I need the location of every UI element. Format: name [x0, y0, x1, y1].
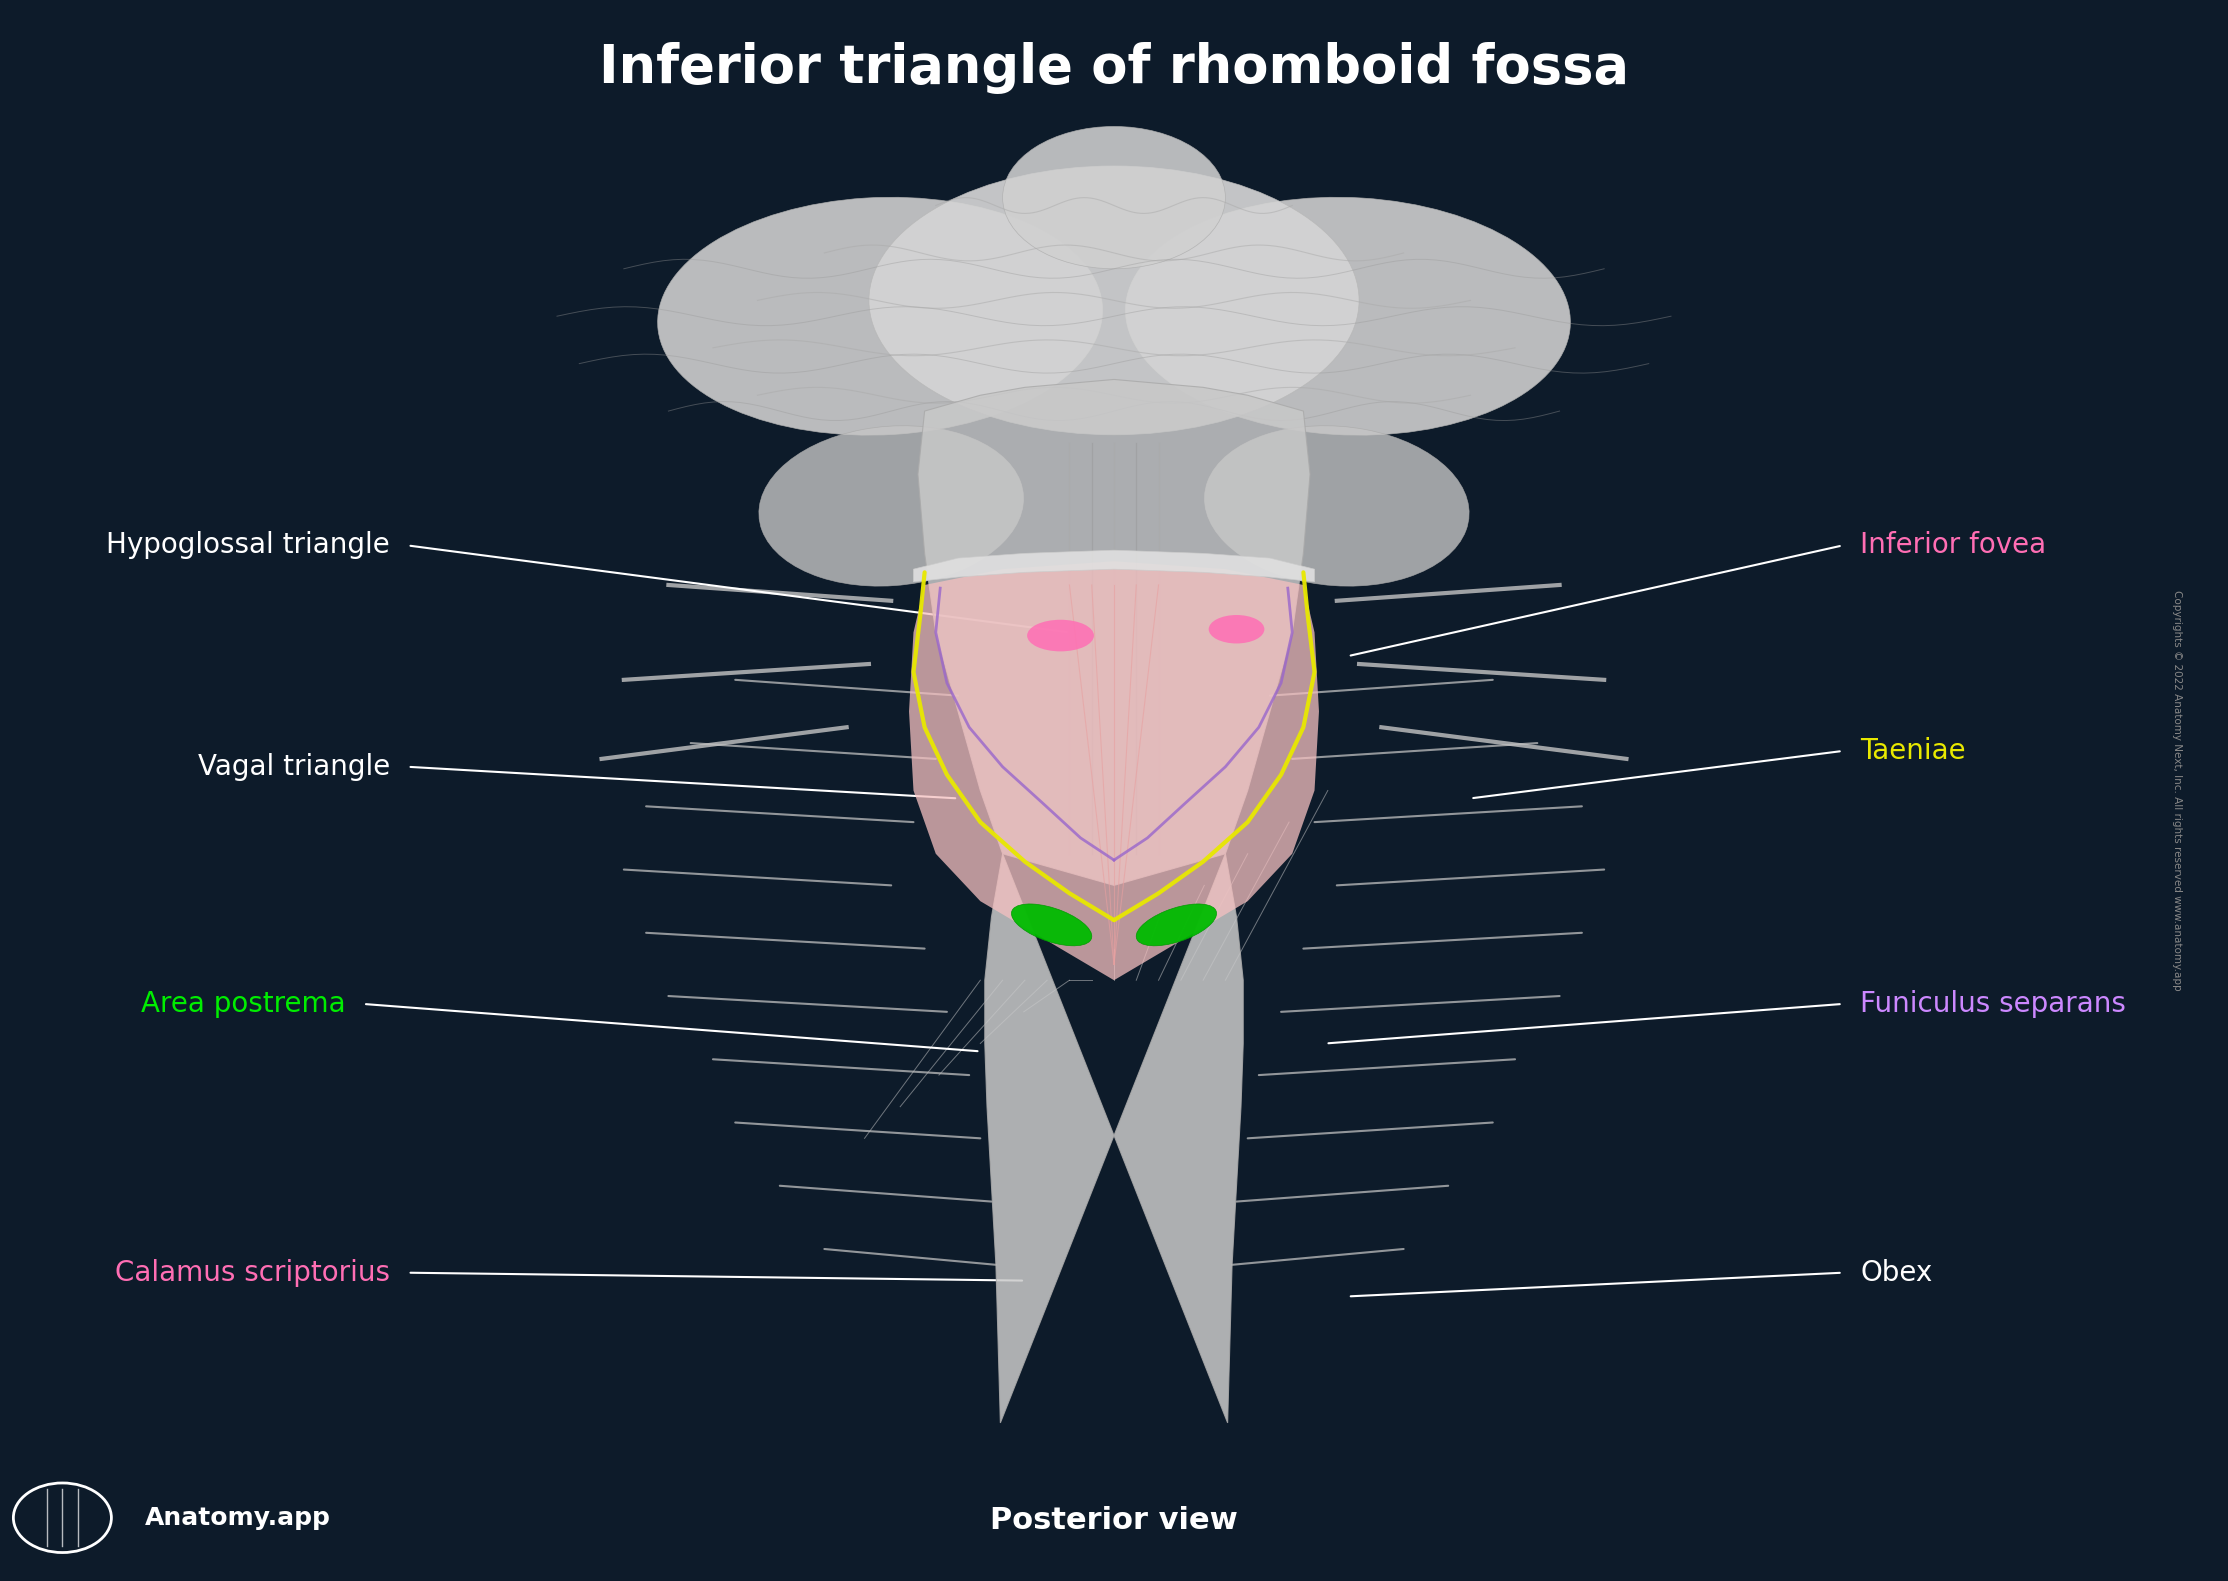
Ellipse shape — [1003, 126, 1225, 269]
Text: Copyrights © 2022 Anatomy Next, Inc. All rights reserved www.anatomy.app: Copyrights © 2022 Anatomy Next, Inc. All… — [2172, 590, 2181, 991]
Text: Inferior fovea: Inferior fovea — [1860, 531, 2048, 560]
Text: Obex: Obex — [1860, 1258, 1932, 1287]
Ellipse shape — [1027, 620, 1094, 651]
Text: Calamus scriptorius: Calamus scriptorius — [116, 1258, 390, 1287]
Text: Vagal triangle: Vagal triangle — [198, 753, 390, 781]
Ellipse shape — [760, 425, 1023, 587]
Ellipse shape — [657, 198, 1103, 435]
Text: Inferior triangle of rhomboid fossa: Inferior triangle of rhomboid fossa — [599, 43, 1629, 93]
Polygon shape — [918, 379, 1310, 885]
Ellipse shape — [1205, 425, 1468, 587]
Ellipse shape — [1125, 198, 1571, 435]
Ellipse shape — [869, 166, 1359, 435]
Polygon shape — [985, 854, 1243, 1423]
Ellipse shape — [1012, 904, 1092, 945]
Text: Anatomy.app: Anatomy.app — [145, 1505, 330, 1530]
Text: Area postrema: Area postrema — [140, 990, 345, 1018]
Ellipse shape — [1210, 615, 1266, 643]
Text: Funiculus separans: Funiculus separans — [1860, 990, 2126, 1018]
Text: Hypoglossal triangle: Hypoglossal triangle — [107, 531, 390, 560]
Polygon shape — [909, 561, 1319, 980]
Text: Posterior view: Posterior view — [989, 1507, 1239, 1535]
Polygon shape — [913, 550, 1315, 582]
Ellipse shape — [1136, 904, 1216, 945]
Text: Taeniae: Taeniae — [1860, 737, 1965, 765]
